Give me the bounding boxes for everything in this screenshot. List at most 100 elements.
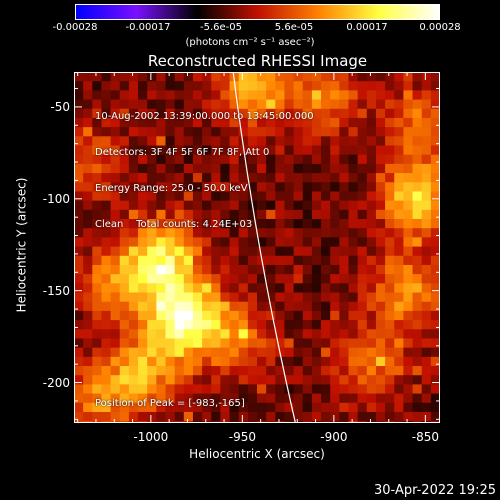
image-pixel: [165, 375, 176, 385]
image-pixel: [339, 108, 350, 119]
image-pixel: [266, 136, 276, 146]
x-tick-label: -900: [320, 430, 348, 444]
image-pixel: [275, 301, 286, 312]
image-pixel: [119, 237, 130, 247]
image-pixel: [165, 90, 176, 100]
image-pixel: [311, 356, 322, 367]
image-pixel: [412, 347, 423, 358]
image-pixel: [275, 264, 286, 275]
image-pixel: [330, 136, 340, 146]
image-pixel: [247, 209, 258, 220]
image-pixel: [156, 264, 167, 275]
image-pixel: [366, 163, 377, 174]
image-pixel: [138, 255, 148, 266]
image-pixel: [284, 90, 295, 100]
image-pixel: [247, 292, 258, 303]
image-pixel: [202, 200, 212, 211]
image-pixel: [412, 366, 423, 376]
image-pixel: [211, 200, 221, 211]
image-pixel: [119, 182, 130, 192]
image-pixel: [403, 393, 414, 404]
image-pixel: [128, 301, 139, 312]
image-pixel: [284, 191, 295, 202]
image-pixel: [110, 329, 121, 339]
image-pixel: [229, 72, 240, 82]
image-pixel: [74, 200, 84, 211]
image-pixel: [83, 219, 93, 229]
image-pixel: [202, 136, 212, 146]
image-pixel: [165, 347, 176, 358]
image-pixel: [247, 81, 258, 91]
image-pixel: [174, 127, 185, 137]
image-pixel: [147, 393, 157, 404]
image-pixel: [293, 117, 304, 128]
image-pixel: [138, 237, 148, 247]
image-pixel: [257, 191, 267, 202]
image-pixel: [247, 219, 258, 229]
image-pixel: [330, 375, 340, 385]
image-pixel: [430, 219, 440, 229]
image-pixel: [302, 72, 313, 82]
image-pixel: [412, 219, 423, 229]
image-pixel: [375, 356, 386, 367]
image-pixel: [174, 154, 185, 165]
image-pixel: [330, 347, 340, 358]
image-pixel: [83, 228, 93, 238]
image-pixel: [92, 81, 103, 91]
image-pixel: [385, 347, 395, 358]
image-pixel: [229, 108, 240, 119]
image-pixel: [101, 209, 112, 220]
image-pixel: [321, 375, 331, 385]
image-pixel: [403, 237, 414, 247]
image-pixel: [275, 90, 286, 100]
image-pixel: [147, 200, 157, 211]
image-pixel: [238, 173, 249, 183]
image-pixel: [92, 219, 103, 229]
image-pixel: [366, 283, 377, 293]
x-tick-label: -850: [411, 430, 439, 444]
image-pixel: [302, 127, 313, 137]
image-pixel: [92, 301, 103, 312]
image-pixel: [156, 402, 167, 413]
image-pixel: [128, 145, 139, 156]
image-pixel: [366, 99, 377, 110]
image-pixel: [321, 108, 331, 119]
image-pixel: [385, 163, 395, 174]
image-pixel: [403, 366, 414, 376]
image-pixel: [156, 182, 167, 192]
image-pixel: [257, 200, 267, 211]
image-pixel: [284, 237, 295, 247]
image-pixel: [412, 283, 423, 293]
image-pixel: [74, 72, 84, 82]
image-pixel: [101, 375, 112, 385]
image-pixel: [202, 182, 212, 192]
image-pixel: [138, 228, 148, 238]
image-pixel: [211, 393, 221, 404]
image-pixel: [202, 117, 212, 128]
image-pixel: [138, 283, 148, 293]
image-pixel: [83, 108, 93, 119]
image-pixel: [110, 347, 121, 358]
image-pixel: [293, 320, 304, 330]
image-pixel: [311, 154, 322, 165]
image-pixel: [293, 108, 304, 119]
image-pixel: [348, 145, 359, 156]
image-pixel: [266, 228, 276, 238]
image-pixel: [192, 237, 203, 247]
image-pixel: [220, 173, 231, 183]
image-pixel: [339, 366, 350, 376]
image-pixel: [165, 411, 176, 422]
image-pixel: [311, 81, 322, 91]
image-pixel: [257, 347, 267, 358]
image-pixel: [101, 163, 112, 174]
image-pixel: [421, 228, 432, 238]
image-pixel: [275, 384, 286, 395]
image-pixel: [165, 338, 176, 349]
image-pixel: [238, 310, 249, 321]
image-pixel: [83, 366, 93, 376]
image-pixel: [211, 292, 221, 303]
image-pixel: [311, 117, 322, 128]
image-pixel: [101, 219, 112, 229]
image-pixel: [74, 264, 84, 275]
image-pixel: [92, 117, 103, 128]
